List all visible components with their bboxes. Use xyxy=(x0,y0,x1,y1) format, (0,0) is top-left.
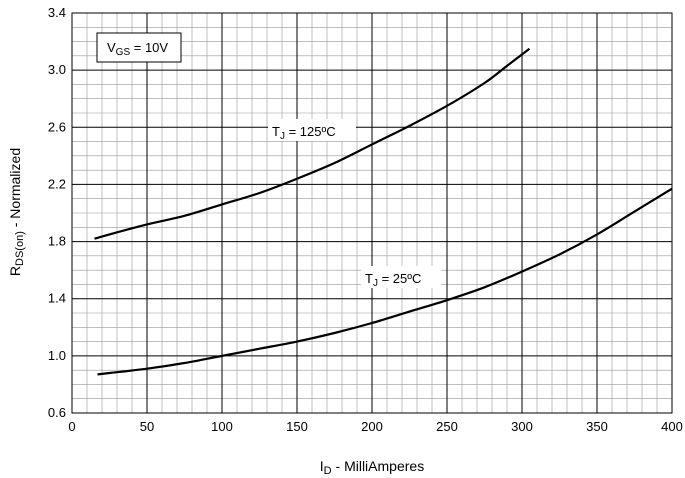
x-tick-label: 200 xyxy=(361,419,383,434)
x-axis-title-sub: D xyxy=(324,465,332,477)
y-tick-label: 3.0 xyxy=(48,62,66,77)
series-label-25: TJ = 25ºC xyxy=(365,271,421,289)
x-tick-labels: 0 50 100 150 200 250 300 350 400 xyxy=(68,419,682,434)
y-tick-label: 0.6 xyxy=(48,405,66,420)
y-tick-label: 1.8 xyxy=(48,234,66,249)
vgs-sub: GS xyxy=(116,47,131,58)
x-axis-title-main: I xyxy=(320,458,324,474)
x-tick-label: 0 xyxy=(68,419,75,434)
y-axis-title: RDS(on) - Normalized xyxy=(7,148,26,276)
series-label-125-rest: = 125ºC xyxy=(285,124,336,139)
y-tick-label: 2.2 xyxy=(48,176,66,191)
y-axis-title-rest: - Normalized xyxy=(7,148,23,231)
x-tick-label: 350 xyxy=(586,419,608,434)
series-label-25-main: T xyxy=(365,271,373,286)
y-axis-title-sub: DS(on) xyxy=(14,231,26,266)
y-tick-label: 2.6 xyxy=(48,119,66,134)
vgs-annotation-box xyxy=(96,32,182,63)
vgs-main: V xyxy=(107,40,116,55)
series-label-125-main: T xyxy=(272,124,280,139)
vgs-rest: = 10V xyxy=(130,40,168,55)
y-axis-title-main: R xyxy=(7,266,23,276)
x-tick-label: 50 xyxy=(140,419,154,434)
series-label-125-bg xyxy=(268,119,356,141)
series-label-25-sub: J xyxy=(373,278,378,289)
x-tick-label: 300 xyxy=(511,419,533,434)
x-axis-title-rest: - MilliAmperes xyxy=(332,458,425,474)
series-line-tj-125 xyxy=(94,47,531,240)
x-tick-label: 400 xyxy=(661,419,683,434)
y-tick-label: 3.4 xyxy=(48,5,66,20)
series-label-125: TJ = 125ºC xyxy=(272,124,336,142)
series-label-125-sub: J xyxy=(280,131,285,142)
x-axis-title: ID - MilliAmperes xyxy=(320,458,424,477)
vgs-annotation: VGS = 10V xyxy=(107,40,168,58)
series-label-25-bg xyxy=(361,266,441,288)
x-tick-label: 250 xyxy=(436,419,458,434)
y-tick-label: 1.4 xyxy=(48,291,66,306)
series-line-tj-25 xyxy=(97,187,673,376)
y-tick-labels: 0.6 1.0 1.4 1.8 2.2 2.6 3.0 3.4 xyxy=(48,5,66,420)
plot-frame xyxy=(71,12,673,414)
x-tick-label: 150 xyxy=(286,419,308,434)
series-lines xyxy=(94,47,673,376)
x-tick-label: 100 xyxy=(211,419,233,434)
series-label-25-rest: = 25ºC xyxy=(378,271,421,286)
y-tick-label: 1.0 xyxy=(48,348,66,363)
